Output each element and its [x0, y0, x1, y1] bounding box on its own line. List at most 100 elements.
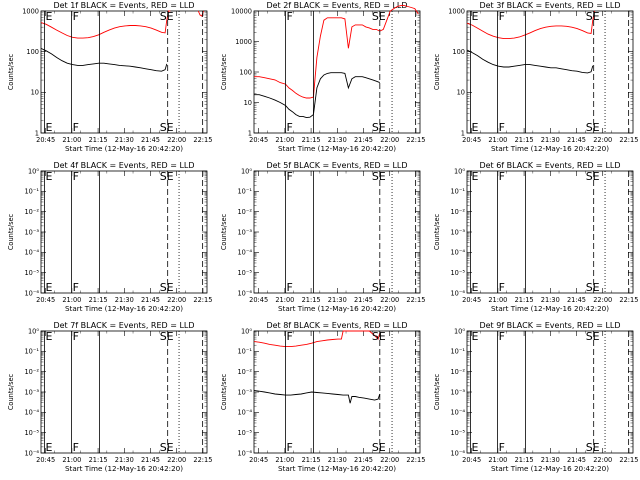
x-tick-label: 21:00 [275, 456, 294, 464]
y-axis-label: Counts/sec [220, 213, 228, 250]
y-tick-label: 10000 [231, 7, 252, 15]
x-tick-label: 22:15 [406, 136, 425, 144]
x-tick-label: 21:15 [302, 456, 321, 464]
y-tick-label: 10⁻⁵ [237, 429, 252, 437]
y-tick-label: 100 [26, 48, 39, 56]
x-tick-label: 22:15 [619, 456, 638, 464]
marker-e-top: E [45, 10, 52, 23]
plot-frame [466, 10, 634, 134]
x-tick-label: 20:45 [249, 296, 268, 304]
x-tick-label: 22:15 [193, 136, 212, 144]
x-tick-label: 20:45 [462, 456, 481, 464]
x-axis-label: Start Time (12-May-16 20:42:20) [65, 304, 183, 313]
marker-e-bottom: E [45, 441, 52, 454]
y-tick-label: 10⁻⁵ [24, 269, 39, 277]
marker-se-top: SE [160, 170, 174, 183]
x-tick-label: 21:15 [89, 456, 108, 464]
x-tick-label: 22:00 [593, 456, 612, 464]
y-tick-label: 10⁻¹ [24, 188, 39, 196]
marker-se-bottom: SE [586, 281, 600, 294]
x-tick-label: 21:15 [89, 296, 108, 304]
x-axis-label: Start Time (12-May-16 20:42:20) [278, 464, 396, 473]
y-tick-label: 10⁻³ [24, 388, 39, 396]
x-tick-label: 20:45 [249, 456, 268, 464]
y-tick-label: 10⁻² [450, 368, 465, 376]
x-tick-label: 20:45 [36, 456, 55, 464]
marker-e-bottom: E [45, 121, 52, 134]
y-axis-label: Counts/sec [7, 53, 15, 90]
x-tick-label: 21:30 [328, 456, 347, 464]
x-tick-label: 22:00 [380, 296, 399, 304]
y-tick-label: 1 [248, 129, 252, 137]
y-tick-label: 10⁻¹ [450, 348, 465, 356]
panel-det-9f: Det 9f BLACK = Events, RED = LLD 10⁰ 10⁻¹ 1… [433, 321, 638, 473]
x-tick-label: 21:00 [275, 136, 294, 144]
marker-se-top: SE [372, 170, 386, 183]
y-tick-label: 10⁻⁶ [24, 449, 39, 457]
panel-title: Det 6f BLACK = Events, RED = LLD [479, 161, 620, 170]
y-tick-label: 10⁻⁶ [237, 449, 252, 457]
marker-f-top: F [73, 330, 79, 343]
y-tick-label: 10⁻² [24, 208, 39, 216]
x-tick-label: 20:45 [462, 136, 481, 144]
x-tick-label: 22:00 [593, 296, 612, 304]
plot-frame [40, 330, 208, 454]
y-axis-label: Counts/sec [7, 213, 15, 250]
marker-f-bottom: F [499, 121, 505, 134]
x-tick-label: 20:45 [249, 136, 268, 144]
y-tick-label: 10⁻² [24, 368, 39, 376]
plot-frame [253, 10, 421, 134]
marker-e-bottom: E [471, 281, 478, 294]
y-tick-label: 10⁻³ [450, 228, 465, 236]
y-tick-label: 100 [239, 68, 252, 76]
x-tick-label: 20:45 [36, 136, 55, 144]
panel-title: Det 9f BLACK = Events, RED = LLD [479, 321, 620, 330]
x-tick-label: 21:30 [328, 296, 347, 304]
y-tick-label: 10⁻⁶ [24, 289, 39, 297]
y-tick-label: 10⁻⁵ [24, 429, 39, 437]
y-tick-label: 10⁻² [237, 208, 252, 216]
marker-se-bottom: SE [586, 121, 600, 134]
marker-f-top: F [73, 10, 79, 23]
series-events-line [253, 389, 381, 404]
x-tick-label: 21:45 [354, 456, 373, 464]
plot-frame [253, 170, 421, 294]
marker-se-bottom: SE [372, 441, 386, 454]
x-tick-label: 21:15 [515, 136, 534, 144]
x-tick-label: 22:00 [380, 456, 399, 464]
x-tick-label: 22:15 [406, 456, 425, 464]
marker-f-top: F [286, 330, 292, 343]
marker-f-bottom: F [499, 441, 505, 454]
marker-e-bottom: E [471, 121, 478, 134]
panel-det-3f: Det 3f BLACK = Events, RED = LLD 1 10 100 10… [433, 1, 638, 153]
x-tick-label: 22:15 [619, 136, 638, 144]
panel-title: Det 8f BLACK = Events, RED = LLD [266, 321, 407, 330]
panel-title: Det 4f BLACK = Events, RED = LLD [53, 161, 194, 170]
y-tick-label: 10⁻¹ [450, 188, 465, 196]
marker-se-bottom: SE [372, 281, 386, 294]
y-tick-label: 10⁻⁵ [237, 269, 252, 277]
y-tick-label: 10⁰ [28, 327, 39, 335]
marker-se-bottom: SE [586, 441, 600, 454]
x-tick-label: 21:00 [62, 136, 81, 144]
y-axis-label: Counts/sec [433, 53, 441, 90]
panel-det-7f: Det 7f BLACK = Events, RED = LLD 10⁰ 10⁻¹ 1… [7, 321, 212, 473]
panel-det-5f: Det 5f BLACK = Events, RED = LLD 10⁰ 10⁻¹ 1… [220, 161, 425, 313]
marker-e-top: E [45, 330, 52, 343]
x-axis-label: Start Time (12-May-16 20:42:20) [491, 304, 609, 313]
x-tick-label: 21:45 [141, 136, 160, 144]
y-tick-label: 10⁻⁴ [450, 249, 465, 257]
marker-f-bottom: F [73, 441, 79, 454]
panel-title: Det 2f BLACK = Events, RED = LLD [266, 1, 407, 10]
series-events-line [466, 49, 594, 74]
x-tick-label: 21:45 [567, 136, 586, 144]
y-tick-label: 10 [244, 99, 252, 107]
y-tick-label: 10⁻¹ [237, 348, 252, 356]
x-tick-label: 22:00 [167, 296, 186, 304]
marker-se-bottom: SE [160, 441, 174, 454]
y-tick-label: 10⁰ [454, 327, 465, 335]
x-tick-label: 21:30 [115, 456, 134, 464]
x-tick-label: 21:45 [354, 296, 373, 304]
x-axis-label: Start Time (12-May-16 20:42:20) [65, 144, 183, 153]
y-tick-label: 10⁰ [241, 167, 252, 175]
